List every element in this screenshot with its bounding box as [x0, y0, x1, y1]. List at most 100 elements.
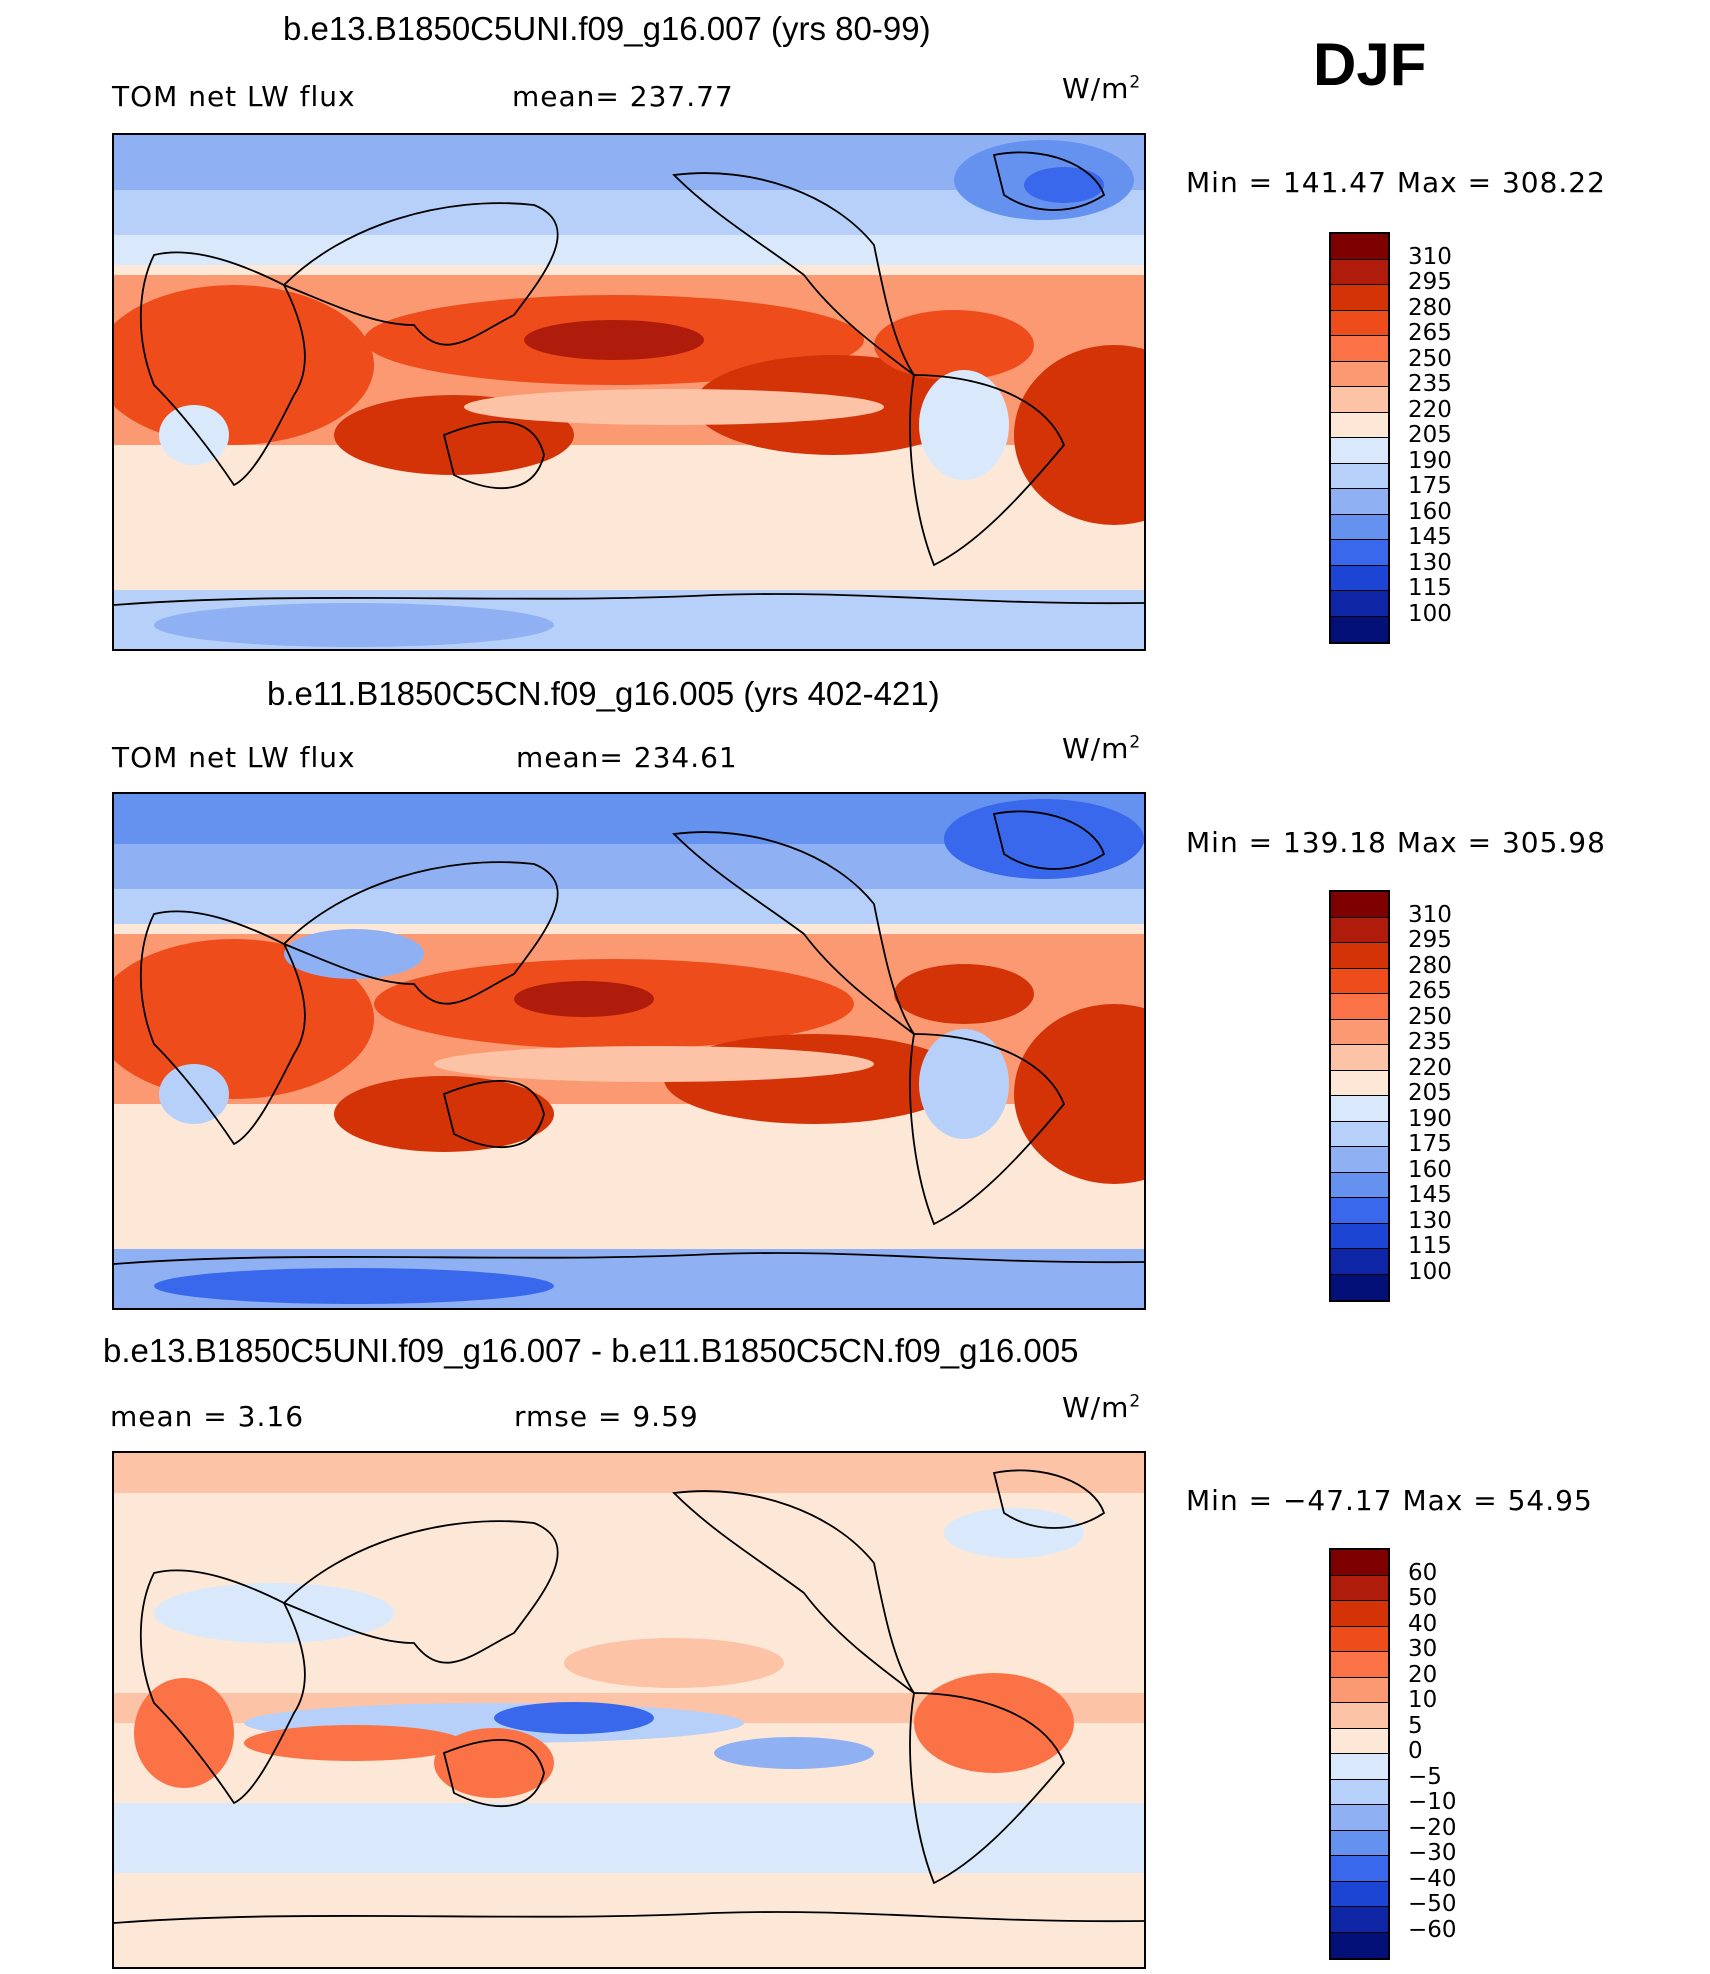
map-3-africa-pos	[134, 1678, 234, 1788]
colorbar-2-tick-label: 235	[1408, 1029, 1452, 1055]
panel-2-variable: TOM net LW flux	[112, 741, 356, 774]
colorbar-1-tick-label: 130	[1408, 549, 1452, 576]
map-1-antarctic-cold	[154, 603, 554, 647]
map-1-southern-band	[114, 535, 1144, 590]
colorbar-1-tick-label: 250	[1408, 345, 1452, 372]
colorbar-3-tick-label: 30	[1408, 1636, 1438, 1662]
colorbar-3-swatch	[1331, 1805, 1388, 1831]
colorbar-1-tick-label: 115	[1408, 575, 1452, 601]
colorbar-3-swatch	[1331, 1652, 1388, 1678]
colorbar-3-tick-label: −30	[1408, 1840, 1457, 1866]
colorbar-2-swatch	[1331, 943, 1388, 969]
colorbar-1-swatch	[1331, 234, 1388, 260]
colorbar-3-tick-label: −10	[1408, 1789, 1457, 1815]
map-1-congo-cool	[159, 405, 229, 465]
colorbar-2-swatch	[1331, 968, 1388, 994]
colorbar-3-tick-label: −5	[1408, 1763, 1442, 1790]
colorbar-1-tick-label: 190	[1408, 447, 1452, 474]
colorbar-2-tick-label: 295	[1408, 927, 1452, 953]
colorbar-1-swatch	[1331, 310, 1388, 336]
colorbar-1-tick-label: 295	[1408, 269, 1452, 295]
colorbar-3-tick-label: −60	[1408, 1916, 1457, 1943]
colorbar-3-swatch	[1331, 1575, 1388, 1601]
colorbar-2-tick-label: 280	[1408, 952, 1452, 979]
colorbar-1-tick-label: 235	[1408, 371, 1452, 397]
colorbar-2-swatch	[1331, 1172, 1388, 1198]
colorbar-2-tick-label: 145	[1408, 1182, 1452, 1208]
colorbar-1-tick-label: 175	[1408, 473, 1452, 499]
map-3-canada-neg	[944, 1508, 1084, 1558]
colorbar-3-swatch	[1331, 1703, 1388, 1729]
colorbar-3-swatch	[1331, 1550, 1388, 1576]
panel-2-minmax: Min = 139.18 Max = 305.98	[1186, 826, 1606, 859]
colorbar-1-tick-label: 145	[1408, 524, 1452, 550]
colorbar-2-swatch	[1331, 1274, 1388, 1300]
panel-2-mean: mean= 234.61	[516, 741, 738, 774]
panel-3-minmax: Min = −47.17 Max = 54.95	[1186, 1484, 1593, 1517]
colorbar-2-swatch	[1331, 1198, 1388, 1224]
colorbar-1-tick-label: 280	[1408, 294, 1452, 321]
colorbar-3-swatch	[1331, 1907, 1388, 1933]
colorbar-2-tick-label: 160	[1408, 1156, 1452, 1183]
colorbar-3-swatch	[1331, 1626, 1388, 1652]
colorbar-3-swatch	[1331, 1932, 1388, 1958]
colorbar-1-swatch	[1331, 514, 1388, 540]
map-2-satl-hot	[1014, 1004, 1144, 1184]
panel-1-variable: TOM net LW flux	[112, 80, 356, 113]
panel-3-title: b.e13.B1850C5UNI.f09_g16.007 - b.e11.B18…	[103, 1332, 1079, 1369]
colorbar-3-tick-label: 60	[1408, 1559, 1438, 1586]
map-1-africa-hot	[114, 285, 374, 445]
colorbar-3-tick-label: 10	[1408, 1687, 1438, 1713]
map-1-itcz-cool	[464, 389, 884, 425]
colorbar-3-tick-label: 5	[1408, 1712, 1423, 1739]
map-3-npac-pos	[564, 1638, 784, 1688]
map-3-antarctic-band	[114, 1883, 1144, 1967]
season-label: DJF	[1313, 31, 1427, 98]
panel-1-units: W/m2	[1062, 72, 1142, 105]
colorbar-1-tick-label: 205	[1408, 422, 1452, 448]
colorbar-2-tick-label: 265	[1408, 978, 1452, 1004]
map-1-npac-core	[524, 320, 704, 360]
panel-2-units: W/m2	[1062, 732, 1142, 765]
colorbar-1-swatch	[1331, 591, 1388, 617]
colorbar-1-tick-label: 100	[1408, 600, 1452, 627]
map-2-antarctic-cold	[154, 1268, 554, 1304]
colorbar-2-tick-label: 190	[1408, 1105, 1452, 1132]
panel-1-minmax: Min = 141.47 Max = 308.22	[1186, 166, 1606, 199]
map-2-coastlines	[114, 810, 1144, 1265]
colorbar-2-swatch	[1331, 1147, 1388, 1173]
colorbar-2-swatch	[1331, 1223, 1388, 1249]
map-panel-3	[112, 1451, 1146, 1969]
map-1-north-midlat-band	[114, 235, 1144, 265]
colorbar-2-tick-label: 100	[1408, 1258, 1452, 1285]
colorbar-1-swatch	[1331, 540, 1388, 566]
colorbar-2	[1329, 890, 1390, 1302]
panel-3-mean: mean = 3.16	[110, 1400, 305, 1433]
map-2-greenland-cold	[944, 799, 1144, 879]
colorbar-1-swatch	[1331, 387, 1388, 413]
colorbar-1-swatch	[1331, 489, 1388, 515]
panel-1-mean: mean= 237.77	[512, 80, 734, 113]
map-2-amazon-cool	[919, 1029, 1009, 1139]
colorbar-1-swatch	[1331, 565, 1388, 591]
map-1-amazon-cool	[919, 370, 1009, 480]
colorbar-3-tick-label: 20	[1408, 1661, 1438, 1688]
colorbar-1	[1329, 232, 1390, 644]
colorbar-1-swatch	[1331, 412, 1388, 438]
colorbar-3-swatch	[1331, 1779, 1388, 1805]
colorbar-2-swatch	[1331, 892, 1388, 918]
colorbar-1-tick-label: 160	[1408, 498, 1452, 525]
map-1-coastlines	[114, 151, 1144, 606]
panel-3-rmse: rmse = 9.59	[514, 1400, 699, 1433]
map-2-itcz-cool	[434, 1046, 874, 1082]
colorbar-2-tick-label: 250	[1408, 1003, 1452, 1030]
colorbar-2-swatch	[1331, 917, 1388, 943]
colorbar-2-swatch	[1331, 1096, 1388, 1122]
colorbar-3-swatch	[1331, 1881, 1388, 1907]
colorbar-3-tick-label: 40	[1408, 1610, 1438, 1637]
colorbar-1-tick-label: 310	[1408, 243, 1452, 270]
colorbar-2-tick-label: 310	[1408, 901, 1452, 928]
map-2-north-midlat-band	[114, 889, 1144, 924]
map-panel-1	[112, 133, 1146, 651]
colorbar-3-swatch	[1331, 1728, 1388, 1754]
